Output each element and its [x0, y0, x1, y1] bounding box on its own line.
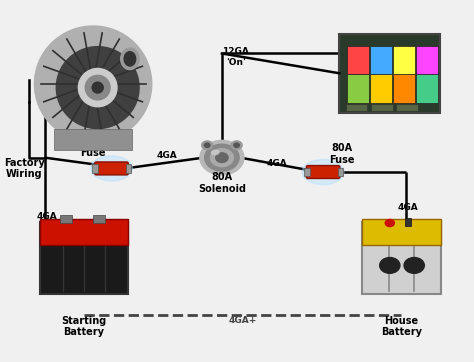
Text: 4GA+: 4GA+	[228, 316, 257, 325]
FancyBboxPatch shape	[95, 162, 128, 175]
FancyBboxPatch shape	[405, 218, 411, 226]
FancyBboxPatch shape	[416, 46, 438, 74]
Text: 4GA: 4GA	[398, 203, 419, 212]
Circle shape	[210, 149, 233, 167]
FancyBboxPatch shape	[304, 168, 310, 176]
Ellipse shape	[78, 68, 117, 107]
Ellipse shape	[56, 47, 139, 129]
FancyBboxPatch shape	[337, 168, 343, 176]
Circle shape	[204, 143, 210, 147]
Text: House
Battery: House Battery	[381, 316, 422, 337]
Text: 80A
Solenoid: 80A Solenoid	[198, 172, 246, 194]
FancyBboxPatch shape	[416, 74, 438, 103]
Text: Factory
Wiring: Factory Wiring	[4, 157, 45, 179]
FancyBboxPatch shape	[126, 164, 131, 173]
Ellipse shape	[121, 48, 139, 70]
FancyBboxPatch shape	[370, 46, 392, 74]
FancyBboxPatch shape	[362, 222, 441, 294]
Ellipse shape	[91, 156, 132, 181]
Ellipse shape	[124, 52, 136, 66]
Circle shape	[380, 257, 400, 273]
FancyBboxPatch shape	[93, 215, 105, 223]
FancyBboxPatch shape	[346, 74, 369, 103]
Ellipse shape	[302, 159, 344, 185]
FancyBboxPatch shape	[306, 165, 340, 178]
FancyBboxPatch shape	[54, 129, 132, 151]
Ellipse shape	[35, 26, 152, 142]
Text: 4GA: 4GA	[36, 212, 57, 222]
FancyBboxPatch shape	[392, 46, 415, 74]
FancyBboxPatch shape	[362, 219, 441, 245]
Circle shape	[234, 143, 239, 147]
Circle shape	[404, 257, 424, 273]
FancyBboxPatch shape	[370, 74, 392, 103]
Text: 12GA
'On': 12GA 'On'	[222, 47, 249, 67]
Circle shape	[385, 219, 394, 227]
Circle shape	[205, 144, 239, 171]
FancyBboxPatch shape	[60, 215, 72, 223]
Circle shape	[231, 141, 242, 150]
Text: Starting
Battery: Starting Battery	[61, 316, 107, 337]
FancyBboxPatch shape	[371, 104, 392, 111]
FancyBboxPatch shape	[40, 222, 128, 294]
FancyBboxPatch shape	[396, 104, 418, 111]
Circle shape	[201, 141, 213, 150]
FancyBboxPatch shape	[346, 46, 369, 74]
Text: 4GA: 4GA	[267, 159, 287, 168]
Circle shape	[200, 140, 244, 175]
FancyBboxPatch shape	[92, 164, 98, 173]
Circle shape	[216, 153, 228, 163]
Text: 80A
Fuse: 80A Fuse	[329, 143, 354, 165]
Ellipse shape	[92, 82, 103, 93]
FancyBboxPatch shape	[339, 34, 440, 113]
Text: 4GA: 4GA	[156, 151, 177, 160]
Ellipse shape	[211, 150, 219, 155]
Text: 80A
Fuse: 80A Fuse	[80, 136, 106, 158]
FancyBboxPatch shape	[346, 104, 367, 111]
FancyBboxPatch shape	[392, 74, 415, 103]
FancyBboxPatch shape	[40, 219, 128, 245]
Ellipse shape	[85, 75, 110, 100]
